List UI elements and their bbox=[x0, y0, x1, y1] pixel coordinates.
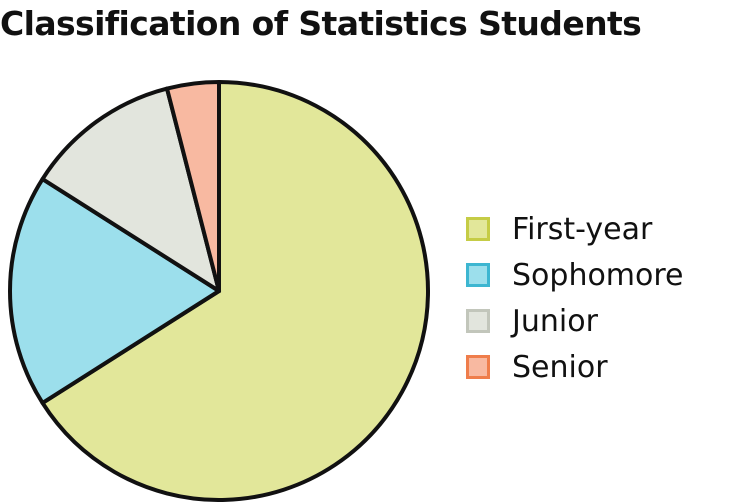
legend-label-first-year: First-year bbox=[512, 211, 653, 247]
pie-slice-first-year bbox=[40, 80, 430, 502]
legend-swatch-sophomore bbox=[466, 263, 490, 287]
chart-title: Classification of Statistics Students bbox=[0, 4, 642, 43]
pie-slice-senior bbox=[165, 80, 221, 293]
pie-slice-sophomore bbox=[8, 177, 221, 405]
legend-swatch-junior bbox=[466, 309, 490, 333]
legend-item-sophomore: Sophomore bbox=[466, 252, 684, 298]
legend-swatch-first-year bbox=[466, 217, 490, 241]
legend: First-year Sophomore Junior Senior bbox=[466, 206, 684, 390]
legend-label-senior: Senior bbox=[512, 349, 608, 385]
legend-item-junior: Junior bbox=[466, 298, 684, 344]
legend-item-first-year: First-year bbox=[466, 206, 684, 252]
legend-swatch-senior bbox=[466, 355, 490, 379]
legend-label-sophomore: Sophomore bbox=[512, 257, 684, 293]
pie-slice-junior bbox=[40, 86, 221, 293]
legend-item-senior: Senior bbox=[466, 344, 684, 390]
legend-label-junior: Junior bbox=[512, 303, 598, 339]
